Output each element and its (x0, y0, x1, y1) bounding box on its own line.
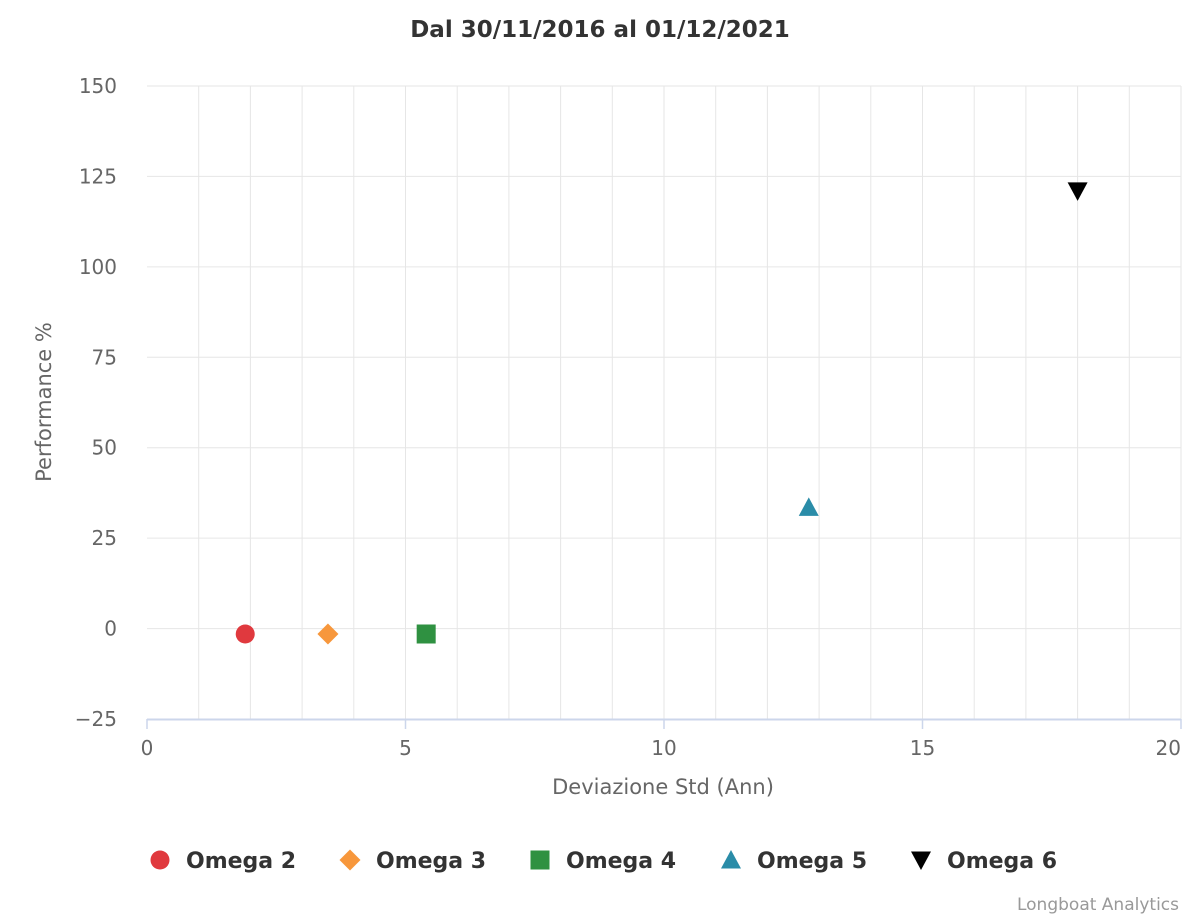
legend-marker[interactable] (911, 851, 931, 871)
axes: −25 0 25 50 75 100 125 150 0 5 10 15 20 (75, 74, 1182, 760)
y-tick-label: 50 (92, 436, 117, 460)
legend-label: Omega 5 (757, 849, 867, 874)
chart-title: Dal 30/11/2016 al 01/12/2021 (410, 17, 790, 43)
legend-label: Omega 3 (376, 849, 486, 874)
point-omega-5[interactable] (798, 497, 819, 516)
legend-marker[interactable] (150, 850, 170, 870)
grid (147, 85, 1182, 719)
legend-item-omega-2[interactable]: Omega 2 (150, 849, 297, 874)
legend-label: Omega 4 (566, 849, 676, 874)
legend-label: Omega 2 (186, 849, 296, 874)
legend-label: Omega 6 (947, 849, 1057, 874)
y-tick-label: 0 (104, 617, 117, 641)
point-omega-2[interactable] (235, 624, 255, 644)
legend-item-omega-6[interactable]: Omega 6 (911, 849, 1057, 874)
point-omega-4[interactable] (416, 624, 436, 644)
x-tick-label: 20 (1156, 736, 1181, 760)
legend-item-omega-5[interactable]: Omega 5 (721, 849, 867, 874)
x-tick-label: 15 (910, 736, 935, 760)
point-omega-3[interactable] (317, 623, 339, 645)
x-tick-label: 10 (651, 736, 676, 760)
legend-marker[interactable] (339, 849, 361, 871)
x-axis-title: Deviazione Std (Ann) (552, 775, 774, 799)
y-tick-label: 150 (79, 74, 117, 98)
point-omega-6[interactable] (1067, 182, 1088, 201)
y-tick-label: 125 (79, 164, 117, 188)
x-tick-label: 0 (141, 736, 154, 760)
y-tick-label: 25 (92, 526, 117, 550)
legend-item-omega-3[interactable]: Omega 3 (339, 849, 487, 874)
legend-item-omega-4[interactable]: Omega 4 (530, 849, 677, 874)
legend-marker[interactable] (721, 850, 741, 869)
y-tick-label: −25 (75, 707, 117, 731)
credits-link[interactable]: Longboat Analytics (1017, 895, 1179, 915)
y-axis-title: Performance % (32, 322, 56, 482)
x-tick-label: 5 (399, 736, 412, 760)
data-points (235, 182, 1088, 645)
y-tick-label: 75 (92, 345, 117, 369)
y-tick-label: 100 (79, 255, 117, 279)
legend: Omega 2 Omega 3 Omega 4 Omega 5 Omega 6 (150, 849, 1057, 874)
legend-marker[interactable] (530, 850, 550, 870)
